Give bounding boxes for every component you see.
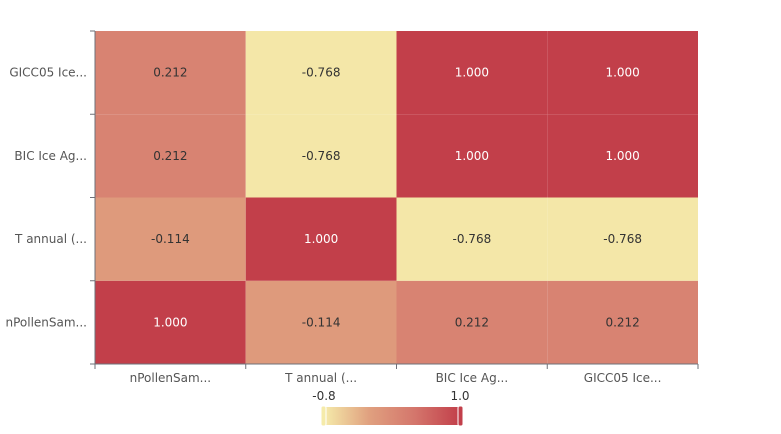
y-axis-label: GICC05 Ice...: [9, 66, 87, 80]
heatmap-cell[interactable]: -0.114: [95, 197, 246, 281]
heatmap-cell-label: -0.768: [302, 66, 341, 80]
visual-map-max-label: 1.0: [450, 389, 469, 403]
heatmap-cell[interactable]: 0.212: [95, 31, 246, 115]
heatmap-cell-rect[interactable]: [245, 197, 397, 281]
heatmap-cell[interactable]: 1.000: [396, 31, 548, 115]
heatmap-cells: 1.000 -0.114 0.212 0.212 -0.114 1.000 -0.768 -0…: [95, 31, 698, 364]
heatmap-cell-rect[interactable]: [396, 197, 548, 281]
heatmap-cell-rect[interactable]: [245, 280, 397, 364]
visual-map-bar[interactable]: [324, 407, 460, 425]
heatmap-cell[interactable]: 1.000: [547, 31, 698, 115]
heatmap-cell-rect[interactable]: [547, 197, 698, 281]
heatmap-cell[interactable]: 1.000: [245, 197, 397, 281]
heatmap-cell-label: 0.212: [153, 66, 187, 80]
heatmap-cell-label: 1.000: [605, 66, 639, 80]
heatmap-axes: nPollenSam... T annual (... BIC Ice Ag... G…: [5, 30, 699, 385]
heatmap-cell[interactable]: 0.212: [95, 114, 246, 198]
heatmap-cell-rect[interactable]: [95, 280, 246, 364]
heatmap-cell-label: -0.114: [302, 315, 341, 329]
heatmap-cell-rect[interactable]: [396, 280, 548, 364]
heatmap-cell-label: 1.000: [455, 149, 489, 163]
heatmap-cell-rect[interactable]: [95, 31, 246, 115]
heatmap-cell-label: -0.768: [453, 232, 492, 246]
heatmap-cell-label: 1.000: [455, 66, 489, 80]
y-axis-label: nPollenSam...: [5, 315, 87, 329]
heatmap-cell-rect[interactable]: [245, 31, 397, 115]
x-axis-label: nPollenSam...: [130, 371, 212, 385]
heatmap-cell-rect[interactable]: [396, 31, 548, 115]
heatmap-cell-rect[interactable]: [95, 197, 246, 281]
visual-map[interactable]: -0.8 1.0: [312, 389, 470, 427]
heatmap-cell-rect[interactable]: [396, 114, 548, 198]
x-axis-label: BIC Ice Ag...: [436, 371, 509, 385]
heatmap-cell[interactable]: 0.212: [547, 280, 698, 364]
heatmap-cell-rect[interactable]: [547, 114, 698, 198]
heatmap-cell[interactable]: -0.768: [245, 114, 397, 198]
heatmap-cell[interactable]: 1.000: [396, 114, 548, 198]
heatmap-cell[interactable]: -0.114: [245, 280, 397, 364]
visual-map-handle-min[interactable]: [320, 405, 327, 427]
heatmap-cell[interactable]: -0.768: [547, 197, 698, 281]
heatmap-cell-label: 0.212: [605, 315, 639, 329]
visual-map-min-label: -0.8: [312, 389, 335, 403]
y-axis-label: BIC Ice Ag...: [14, 149, 87, 163]
heatmap-cell-rect[interactable]: [547, 31, 698, 115]
heatmap-cell[interactable]: 1.000: [95, 280, 246, 364]
heatmap-cell-rect[interactable]: [95, 114, 246, 198]
heatmap-cell-label: -0.768: [302, 149, 341, 163]
heatmap-cell[interactable]: 0.212: [396, 280, 548, 364]
x-axis-label: GICC05 Ice...: [584, 371, 662, 385]
y-axis-label: T annual (...: [14, 232, 87, 246]
heatmap-cell-label: 1.000: [304, 232, 338, 246]
heatmap-cell-label: 0.212: [455, 315, 489, 329]
heatmap-cell-label: -0.114: [151, 232, 190, 246]
heatmap-cell-rect[interactable]: [245, 114, 397, 198]
heatmap-cell-label: 1.000: [153, 315, 187, 329]
heatmap-cell-label: 1.000: [605, 149, 639, 163]
visual-map-handle-max[interactable]: [457, 405, 464, 427]
x-axis-label: T annual (...: [284, 371, 357, 385]
heatmap-cell-label: -0.768: [603, 232, 642, 246]
heatmap-cell[interactable]: 1.000: [547, 114, 698, 198]
heatmap-cell[interactable]: -0.768: [396, 197, 548, 281]
heatmap-cell-label: 0.212: [153, 149, 187, 163]
heatmap-cell[interactable]: -0.768: [245, 31, 397, 115]
heatmap-cell-rect[interactable]: [547, 280, 698, 364]
